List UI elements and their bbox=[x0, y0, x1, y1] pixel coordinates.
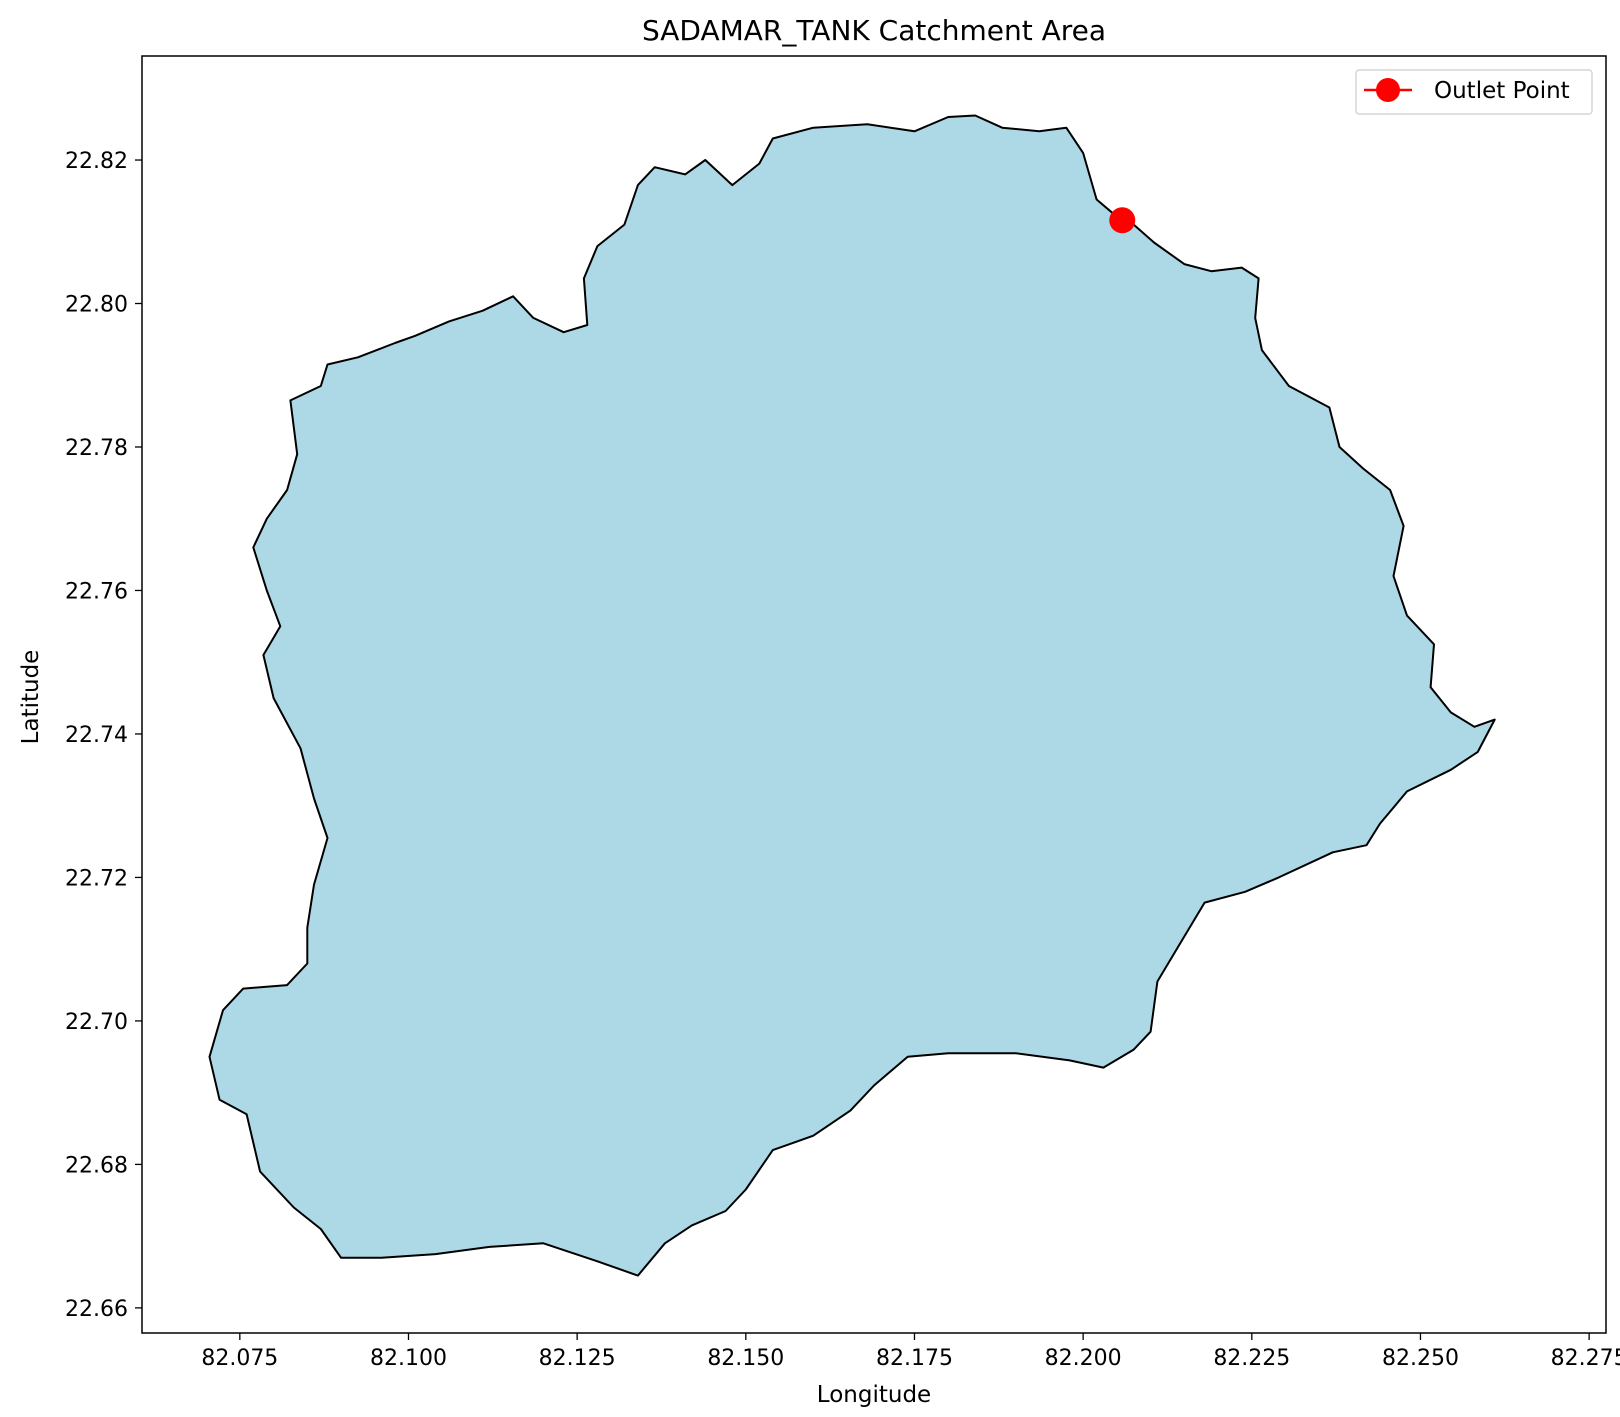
chart-title: SADAMAR_TANK Catchment Area bbox=[642, 14, 1106, 47]
y-tick-label: 22.74 bbox=[65, 723, 128, 748]
y-tick-label: 22.80 bbox=[65, 293, 128, 318]
x-tick-label: 82.125 bbox=[539, 1346, 616, 1371]
axes-frame bbox=[141, 55, 1607, 1334]
catchment-polygon bbox=[208, 114, 1496, 1277]
y-tick-label: 22.70 bbox=[65, 1010, 128, 1035]
plot-area bbox=[208, 114, 1496, 1277]
y-axis-label: Latitude bbox=[18, 650, 44, 745]
x-axis-label: Longitude bbox=[817, 1382, 931, 1408]
legend-label: Outlet Point bbox=[1434, 78, 1570, 104]
x-tick-label: 82.275 bbox=[1551, 1346, 1620, 1371]
y-tick-label: 22.82 bbox=[65, 149, 128, 174]
legend-box bbox=[1355, 69, 1593, 115]
x-tick-label: 82.075 bbox=[201, 1346, 278, 1371]
x-tick-label: 82.225 bbox=[1213, 1346, 1290, 1371]
y-tick-label: 22.76 bbox=[65, 579, 128, 604]
x-tick-label: 82.100 bbox=[370, 1346, 447, 1371]
y-tick-label: 22.66 bbox=[65, 1297, 128, 1322]
legend: Outlet Point bbox=[1355, 69, 1593, 115]
legend-marker bbox=[1376, 78, 1400, 102]
x-tick-label: 82.200 bbox=[1045, 1346, 1122, 1371]
x-tick-label: 82.175 bbox=[876, 1346, 953, 1371]
outlet-point-marker bbox=[1109, 207, 1136, 234]
y-tick-label: 22.78 bbox=[65, 436, 128, 461]
x-tick-label: 82.250 bbox=[1382, 1346, 1459, 1371]
outlet-marker-group bbox=[1109, 207, 1136, 234]
x-axis-ticks: 82.075 82.100 82.125 82.150 82.175 82.200 82.2… bbox=[201, 1333, 1620, 1371]
y-tick-label: 22.72 bbox=[65, 866, 128, 891]
y-axis-ticks: 22.66 22.68 22.70 22.72 22.74 22.76 22.78 22.80… bbox=[65, 149, 142, 1322]
y-tick-label: 22.68 bbox=[65, 1153, 128, 1178]
x-tick-label: 82.150 bbox=[707, 1346, 784, 1371]
